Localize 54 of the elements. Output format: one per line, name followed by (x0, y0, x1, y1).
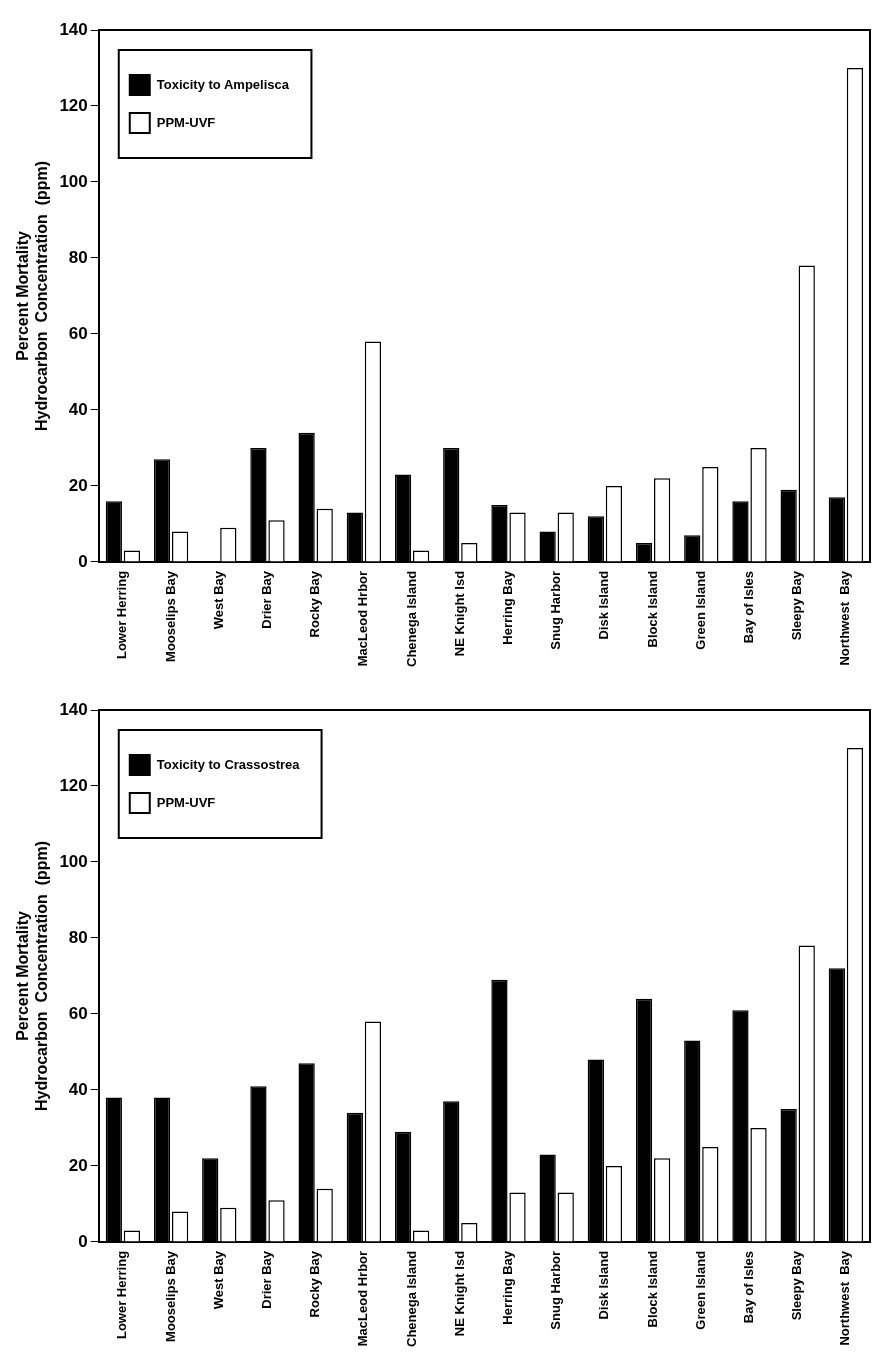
legend-label: Toxicity to Ampelisca (156, 76, 290, 92)
y-tick-label: 0 (78, 1231, 88, 1251)
x-tick-label: Block Island (644, 570, 660, 648)
x-tick-label: Drier Bay (259, 570, 275, 629)
y-tick-label: 140 (59, 699, 88, 719)
x-tick-label: Bay of Isles (741, 1250, 757, 1324)
x-tick-label: Snug Harbor (548, 570, 564, 650)
y-tick-label: 140 (59, 19, 88, 39)
x-tick-label: Sleepy Bay (789, 1250, 805, 1321)
y-tick-label: 20 (68, 1155, 88, 1175)
x-tick-label: MacLeod Hrbor (355, 570, 371, 667)
y-axis-title: Percent Mortality Hydrocarbon Concentration (ppm) (14, 840, 51, 1112)
y-tick-label: 100 (59, 851, 88, 871)
y-tick-label: 40 (68, 1079, 88, 1099)
x-tick-label: Chenega Island (403, 1250, 419, 1347)
y-tick-label: 20 (68, 475, 88, 495)
y-tick-label: 0 (78, 551, 88, 571)
x-tick-label: West Bay (210, 570, 226, 630)
x-tick-label: Northwest Bay (837, 1250, 853, 1346)
y-tick-label: 120 (59, 775, 88, 795)
y-tick-label: 40 (68, 399, 88, 419)
x-tick-label: Drier Bay (259, 1250, 275, 1309)
x-tick-label: Northwest Bay (837, 570, 853, 666)
x-tick-label: Sleepy Bay (789, 570, 805, 641)
x-tick-label: Block Island (644, 1250, 660, 1328)
x-tick-label: Bay of Isles (741, 570, 757, 644)
x-tick-label: NE Knight Isd (451, 570, 467, 657)
y-tick-label: 120 (59, 95, 88, 115)
x-tick-label: Green Island (692, 570, 708, 650)
x-tick-label: Mooselips Bay (162, 1250, 178, 1342)
x-tick-label: Chenega Island (403, 570, 419, 667)
x-tick-label: Disk Island (596, 570, 612, 640)
y-tick-label: 100 (59, 171, 88, 191)
y-tick-label: 80 (68, 247, 88, 267)
legend-label: PPM-UVF (156, 114, 216, 130)
x-tick-label: Mooselips Bay (162, 570, 178, 662)
x-tick-label: West Bay (210, 1250, 226, 1310)
y-tick-label: 80 (68, 927, 88, 947)
x-tick-label: Rocky Bay (307, 1250, 323, 1318)
y-tick-label: 60 (68, 323, 88, 343)
y-tick-label: 60 (68, 1003, 88, 1023)
x-tick-label: Snug Harbor (548, 1250, 564, 1330)
x-tick-label: NE Knight Isd (451, 1250, 467, 1337)
x-tick-label: Herring Bay (500, 570, 516, 645)
x-tick-label: Green Island (692, 1250, 708, 1330)
x-tick-label: Lower Herring (114, 1250, 130, 1340)
x-tick-label: Rocky Bay (307, 570, 323, 638)
x-tick-label: Disk Island (596, 1250, 612, 1320)
y-axis-title: Percent Mortality Hydrocarbon Concentration (ppm) (14, 160, 51, 432)
x-tick-label: Lower Herring (114, 570, 130, 660)
legend-label: PPM-UVF (156, 794, 216, 810)
legend-label: Toxicity to Crassostrea (156, 756, 301, 772)
x-tick-label: Herring Bay (500, 1250, 516, 1325)
x-tick-label: MacLeod Hrbor (355, 1250, 371, 1347)
